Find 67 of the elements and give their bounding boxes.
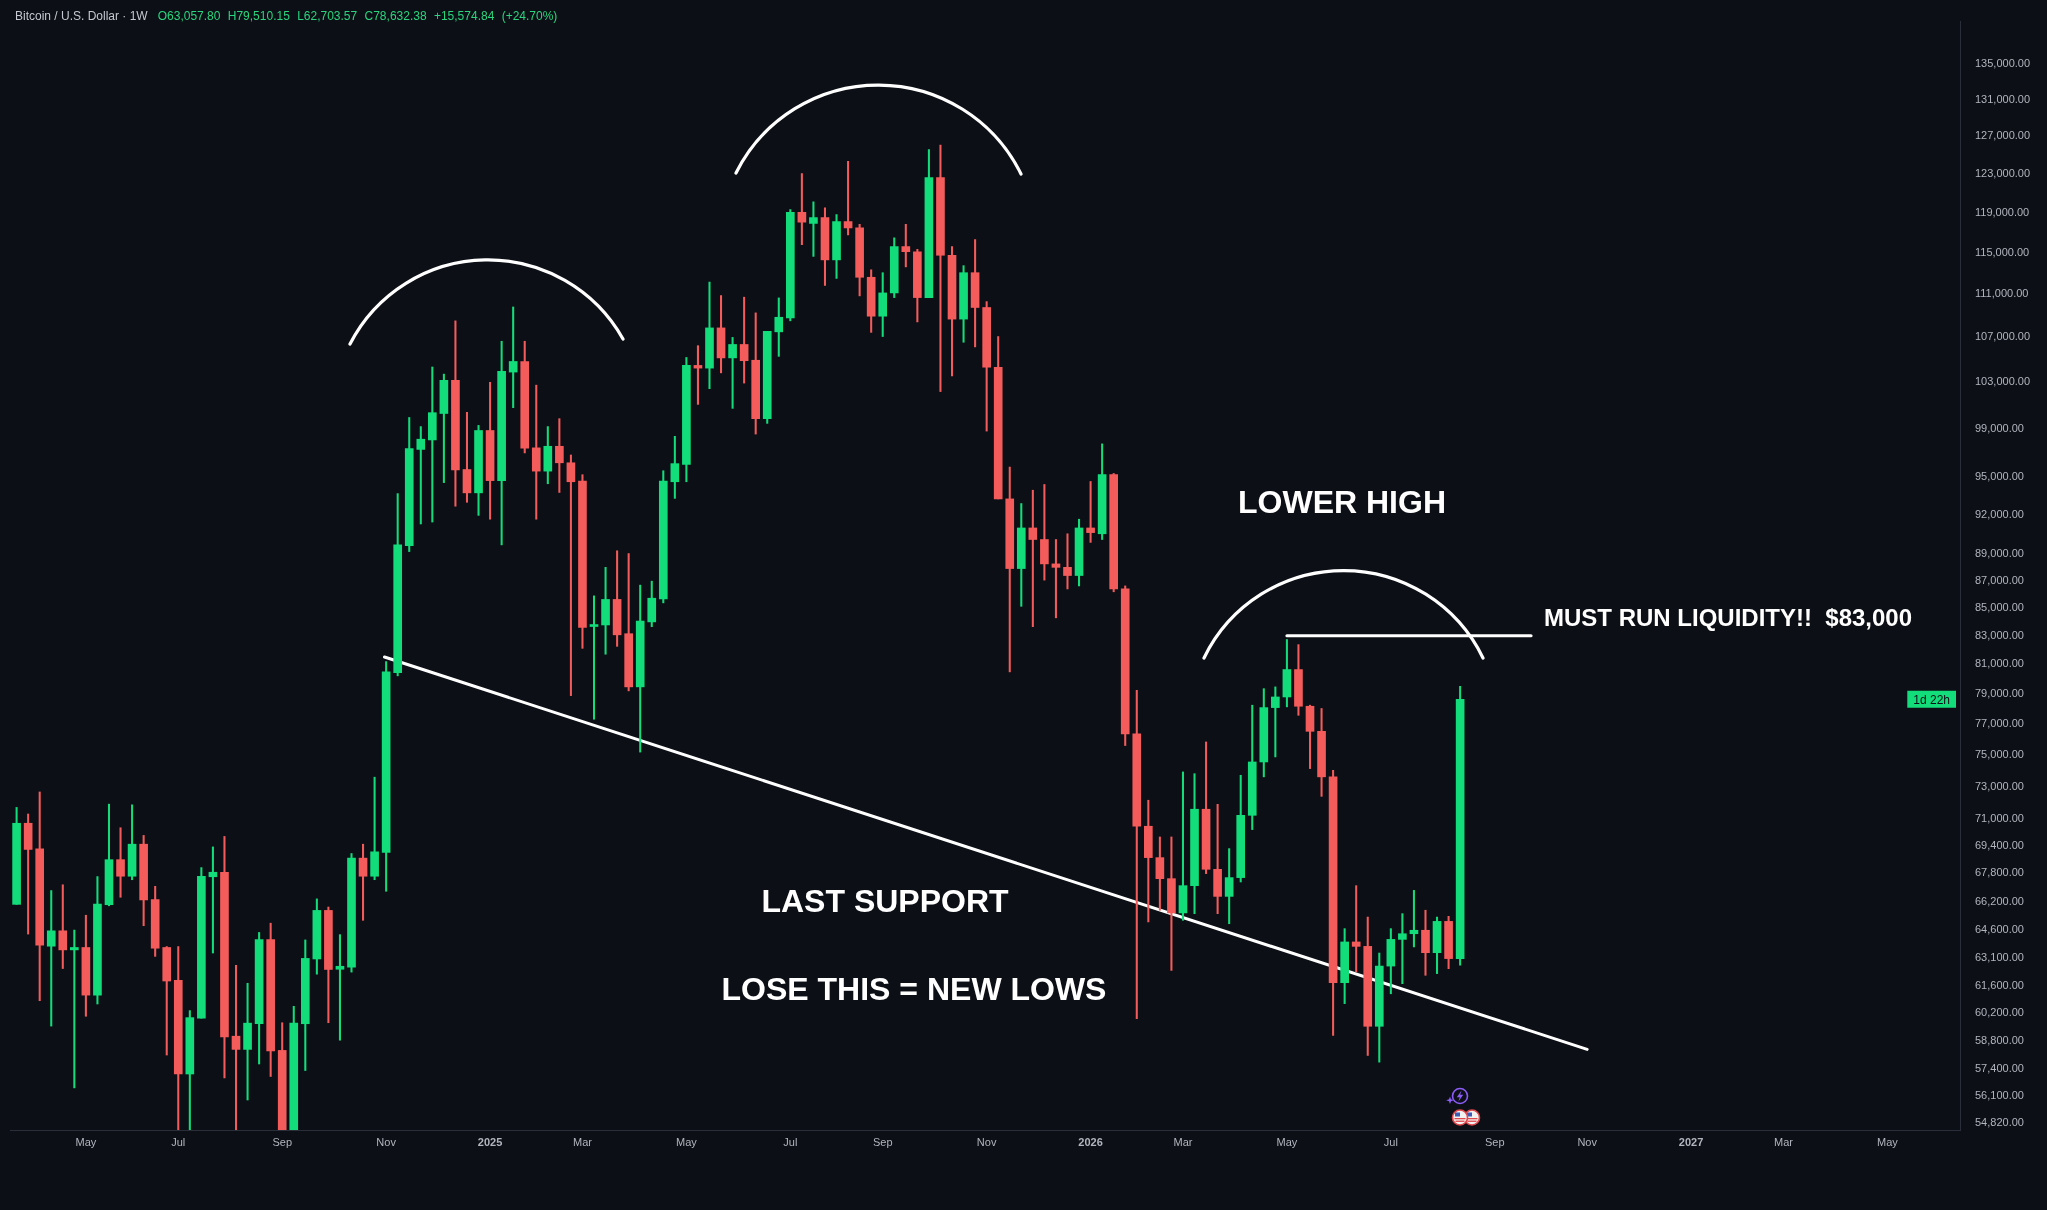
y-tick-label: 81,000.00 [1975,657,2024,670]
y-tick-label: 92,000.00 [1975,507,2024,520]
annotation: LAST SUPPORT [761,882,1010,919]
y-tick-label: 56,100.00 [1975,1089,2024,1102]
y-tick-label: 119,000.00 [1975,205,2030,218]
annotation: LOSE THIS = NEW LOWS [721,970,1107,1007]
y-tick-label: 123,000.00 [1975,166,2031,179]
y-tick-label: 115,000.00 [1975,245,2030,258]
y-tick-label: 85,000.00 [1975,600,2024,613]
y-tick-label: 73,000.00 [1975,779,2024,792]
y-tick-label: 58,800.00 [1975,1033,2024,1046]
x-tick-label: Jul [1383,1135,1398,1148]
y-tick-label: 77,000.00 [1975,717,2024,729]
y-tick-label: 127,000.00 [1975,129,2031,142]
y-tick-label: 89,000.00 [1975,546,2024,559]
y-tick-label: 66,200.00 [1975,894,2024,907]
y-tick-label: 61,600.00 [1975,979,2024,992]
x-tick-label: May [676,1135,698,1148]
y-tick-label: 71,000.00 [1975,812,2024,825]
x-tick-label: 2027 [1678,1135,1704,1148]
y-tick-label: 57,400.00 [1975,1062,2024,1075]
x-tick-label: 2025 [477,1135,503,1148]
y-tick-label: 95,000.00 [1975,470,2024,483]
y-tick-label: 103,000.00 [1975,375,2031,388]
y-tick-label: 107,000.00 [1975,330,2031,343]
annotation: 1d 22h [1913,692,1950,707]
x-tick-label: Mar [1173,1135,1193,1148]
y-tick-label: 131,000.00 [1975,92,2031,105]
candlestick [1086,481,1095,543]
x-tick-label: Sep [272,1135,292,1148]
y-tick-label: 75,000.00 [1975,747,2024,760]
x-tick-label: Sep [872,1135,893,1148]
x-tick-label: May [1276,1135,1298,1148]
x-tick-label: Jul [783,1135,798,1148]
annotation: LOWER HIGH [1238,483,1446,520]
y-tick-label: 83,000.00 [1975,628,2024,641]
y-tick-label: 67,800.00 [1975,866,2024,879]
x-tick-label: Mar [1774,1135,1794,1148]
candlestick [335,934,345,1041]
candlestick [70,929,79,1089]
y-tick-label: 63,100.00 [1975,950,2024,963]
x-tick-label: Nov [376,1135,397,1148]
candlestick [589,595,599,720]
candlestick [1063,533,1072,590]
x-tick-label: May [75,1135,97,1148]
y-tick-label: 87,000.00 [1975,573,2024,586]
x-tick-label: Sep [1484,1135,1505,1148]
chart-subtitle: O63,057.80 H79,510.15 L62,703.57 C78,632.38 +15,574.84 (+24.70%) [157,8,558,25]
y-tick-label: 64,600.00 [1975,923,2024,936]
x-tick-label: Mar [572,1135,593,1148]
y-tick-label: 111,000.00 [1975,287,2029,300]
candlestick [1421,909,1430,976]
x-tick-label: Nov [1577,1135,1598,1148]
x-tick-label: May [1877,1135,1899,1148]
chart-title: Bitcoin / U.S. Dollar · 1W [15,8,148,25]
x-tick-label: Jul [171,1135,186,1148]
candlestick [1351,885,1361,973]
x-tick-label: 2026 [1078,1135,1103,1148]
x-tick-label: Nov [976,1135,997,1148]
y-tick-label: 60,200.00 [1975,1006,2024,1019]
annotation: MUST RUN LIQUIDITY!! $83,000 [1544,603,1913,631]
candlestick [705,281,714,390]
y-tick-label: 54,820.00 [1975,1116,2024,1129]
y-tick-label: 69,400.00 [1975,839,2024,852]
y-tick-label: 99,000.00 [1975,421,2024,434]
y-tick-label: 135,000.00 [1975,57,2031,70]
y-tick-label: 79,000.00 [1975,686,2024,699]
